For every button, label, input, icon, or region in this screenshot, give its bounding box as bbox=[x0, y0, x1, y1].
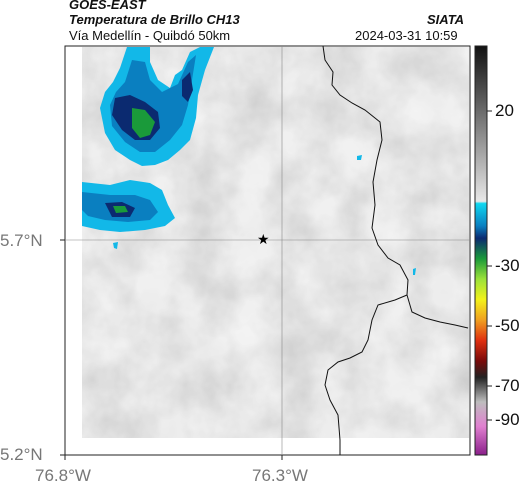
colorbar-tick-20: 20 bbox=[495, 101, 514, 120]
product-title: Temperatura de Brillo CH13 bbox=[69, 12, 240, 27]
colorbar bbox=[474, 45, 492, 456]
satellite-title: GOES-EAST bbox=[69, 0, 146, 12]
colorbar-tick-minus70: -70 bbox=[495, 376, 520, 395]
colorbar-tick-minus50: -50 bbox=[495, 316, 520, 335]
colorbar-tick-minus30: -30 bbox=[495, 256, 520, 275]
border-line bbox=[322, 45, 469, 329]
timestamp: 2024-03-31 10:59 bbox=[355, 28, 458, 43]
agency-label: SIATA bbox=[427, 12, 465, 27]
border-line-2 bbox=[324, 294, 408, 455]
colorbar-tick-minus90: -90 bbox=[495, 410, 520, 429]
cold-cloud-tops bbox=[82, 47, 416, 275]
lat-label-5-2: 5.2°N bbox=[0, 445, 43, 464]
route-subtitle: Vía Medellín - Quibdó 50km bbox=[69, 28, 231, 43]
lat-label-5-7: 5.7°N bbox=[0, 231, 43, 250]
lon-label-76-3: 76.3°W bbox=[252, 466, 308, 485]
station-star-icon: ★ bbox=[257, 231, 270, 247]
lon-label-76-8: 76.8°W bbox=[35, 466, 91, 485]
